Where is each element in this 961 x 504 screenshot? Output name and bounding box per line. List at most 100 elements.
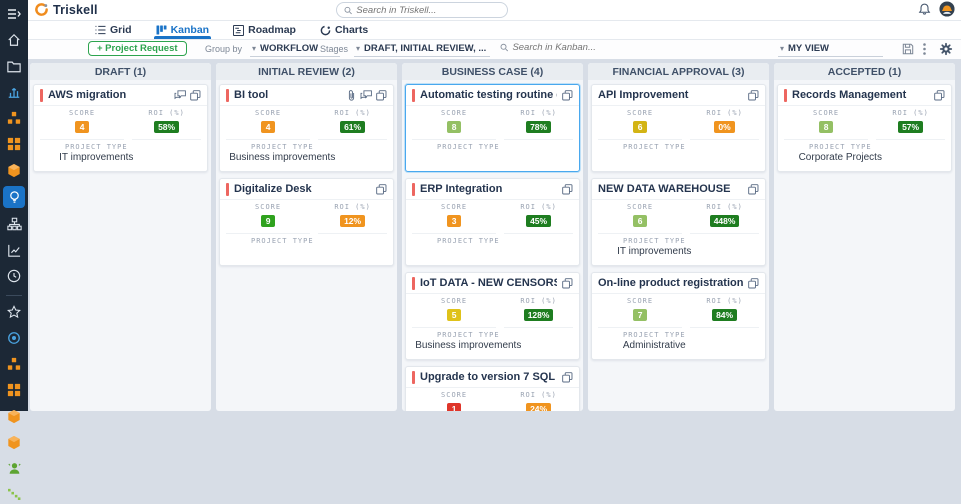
kanban-card[interactable]: Records Management SCORE 8 ROI (%) 57% P… bbox=[777, 84, 952, 172]
roi-badge: 84% bbox=[712, 309, 737, 321]
group-by-label: Group by bbox=[205, 44, 242, 54]
project-type-label: PROJECT TYPE bbox=[34, 143, 159, 151]
card-title: BI tool bbox=[234, 89, 342, 101]
stages-select[interactable]: ▾DRAFT, INITIAL REVIEW, ... bbox=[354, 43, 490, 57]
time-clock-icon[interactable] bbox=[3, 266, 25, 286]
column-financial-approval: FINANCIAL APPROVAL (3) API Improvement S… bbox=[588, 63, 769, 411]
brand[interactable]: Triskell bbox=[34, 2, 98, 17]
roi-label: ROI (%) bbox=[504, 203, 573, 211]
clone-icon[interactable] bbox=[748, 184, 759, 195]
projects-folder-icon[interactable] bbox=[3, 56, 25, 76]
score-label: SCORE bbox=[598, 297, 682, 305]
comments-icon[interactable] bbox=[174, 90, 186, 100]
project-type-label: PROJECT TYPE bbox=[778, 143, 903, 151]
reports-chart-icon[interactable] bbox=[3, 240, 25, 260]
kanban-card-selected[interactable]: Automatic testing routine def SCORE 8 RO… bbox=[405, 84, 580, 172]
clone-icon[interactable] bbox=[748, 90, 759, 101]
apps-grid-icon[interactable] bbox=[3, 134, 25, 154]
kanban-card[interactable]: IoT DATA - NEW CENSORS ON PRODU... SCORE… bbox=[405, 272, 580, 360]
tab-charts[interactable]: Charts bbox=[320, 21, 368, 39]
settings-gear-icon[interactable] bbox=[939, 42, 953, 56]
kanban-search-input[interactable] bbox=[512, 42, 700, 53]
score-badge: 4 bbox=[261, 121, 275, 133]
portfolio-icon[interactable] bbox=[3, 82, 25, 102]
project-type-value: Administrative bbox=[592, 340, 717, 351]
clone-icon[interactable] bbox=[562, 372, 573, 383]
chevron-down-icon: ▾ bbox=[356, 44, 360, 53]
attachment-icon[interactable] bbox=[347, 90, 356, 101]
score-label: SCORE bbox=[412, 109, 496, 117]
column-header: ACCEPTED (1) bbox=[774, 63, 955, 80]
clone-icon[interactable] bbox=[376, 90, 387, 101]
kanban-board-icon bbox=[156, 25, 167, 35]
tab-label: Grid bbox=[110, 24, 132, 36]
goals-target-icon[interactable] bbox=[3, 328, 25, 348]
apps-grid-icon[interactable] bbox=[3, 380, 25, 400]
more-options-kebab-icon[interactable] bbox=[923, 43, 926, 55]
org-chart-icon[interactable] bbox=[3, 108, 25, 128]
roi-badge: 61% bbox=[340, 121, 365, 133]
simulation-cascade-icon[interactable] bbox=[3, 484, 25, 504]
kanban-card[interactable]: On-line product registration SCORE 7 ROI… bbox=[591, 272, 766, 360]
global-search-input[interactable] bbox=[356, 5, 500, 16]
org-chart-icon[interactable] bbox=[3, 354, 25, 374]
score-badge: 7 bbox=[633, 309, 647, 321]
roi-badge: 128% bbox=[524, 309, 554, 321]
kanban-search[interactable] bbox=[500, 42, 700, 53]
project-type-label: PROJECT TYPE bbox=[406, 143, 531, 151]
clone-icon[interactable] bbox=[562, 184, 573, 195]
kanban-card[interactable]: AWS migration SCORE 4 ROI (%) 58% PROJEC… bbox=[33, 84, 208, 172]
menu-expand-icon[interactable] bbox=[3, 4, 25, 24]
score-label: SCORE bbox=[598, 109, 682, 117]
home-icon[interactable] bbox=[3, 30, 25, 50]
tab-grid[interactable]: Grid bbox=[95, 21, 132, 39]
project-type-value: Business improvements bbox=[220, 152, 345, 163]
product-cube-icon[interactable] bbox=[3, 432, 25, 452]
score-badge: 1 bbox=[447, 403, 461, 411]
tab-roadmap[interactable]: Roadmap bbox=[233, 21, 296, 39]
tab-kanban[interactable]: Kanban bbox=[156, 21, 210, 39]
view-tabs: Grid Kanban Roadmap Charts bbox=[28, 21, 961, 40]
comments-icon[interactable] bbox=[360, 90, 372, 100]
resources-people-icon[interactable] bbox=[3, 458, 25, 478]
main-area: Triskell Grid Kanban Roadmap bbox=[28, 0, 961, 411]
charts-donut-icon bbox=[320, 25, 331, 36]
view-select[interactable]: ▾MY VIEW bbox=[778, 43, 883, 57]
kanban-toolbar: + Project Request Group by ▾WORKFLOW Sta… bbox=[28, 40, 961, 59]
kanban-card[interactable]: ERP Integration SCORE 3 ROI (%) 45% PROJ… bbox=[405, 178, 580, 266]
clone-icon[interactable] bbox=[562, 278, 573, 289]
ideas-bulb-icon[interactable] bbox=[3, 186, 25, 208]
product-cube-icon[interactable] bbox=[3, 406, 25, 426]
kanban-card[interactable]: API Improvement SCORE 6 ROI (%) 0% PROJE… bbox=[591, 84, 766, 172]
kanban-card[interactable]: BI tool SCORE 4 ROI (%) 61% PROJEC bbox=[219, 84, 394, 172]
project-type-label: PROJECT TYPE bbox=[220, 237, 345, 245]
notifications-bell-icon[interactable] bbox=[918, 2, 931, 16]
card-accent-bar bbox=[226, 183, 229, 196]
hierarchy-icon[interactable] bbox=[3, 214, 25, 234]
clone-icon[interactable] bbox=[190, 90, 201, 101]
card-title: AWS migration bbox=[48, 89, 169, 101]
kanban-card[interactable]: Digitalize Desk SCORE 9 ROI (%) 12% PROJ… bbox=[219, 178, 394, 266]
score-label: SCORE bbox=[40, 109, 124, 117]
clone-icon[interactable] bbox=[934, 90, 945, 101]
clone-icon[interactable] bbox=[562, 90, 573, 101]
clone-icon[interactable] bbox=[748, 278, 759, 289]
global-search[interactable] bbox=[336, 2, 508, 18]
save-view-icon[interactable] bbox=[902, 43, 914, 55]
kanban-card[interactable]: Upgrade to version 7 SQL SCORE 1 ROI (%)… bbox=[405, 366, 580, 411]
user-avatar[interactable] bbox=[939, 1, 955, 17]
product-cube-icon[interactable] bbox=[3, 160, 25, 180]
score-label: SCORE bbox=[412, 203, 496, 211]
card-title: On-line product registration bbox=[598, 277, 743, 289]
favorites-star-icon[interactable] bbox=[3, 302, 25, 322]
column-draft: DRAFT (1) AWS migration SCORE 4 bbox=[30, 63, 211, 411]
roi-badge: 58% bbox=[154, 121, 179, 133]
card-accent-bar bbox=[412, 277, 415, 290]
clone-icon[interactable] bbox=[376, 184, 387, 195]
kanban-card[interactable]: NEW DATA WAREHOUSE SCORE 6 ROI (%) 448% … bbox=[591, 178, 766, 266]
column-body: Automatic testing routine def SCORE 8 RO… bbox=[402, 80, 583, 411]
project-request-button[interactable]: + Project Request bbox=[88, 41, 187, 56]
project-type-value: Corporate Projects bbox=[778, 152, 903, 163]
score-label: SCORE bbox=[226, 109, 310, 117]
card-title: ERP Integration bbox=[420, 183, 557, 195]
